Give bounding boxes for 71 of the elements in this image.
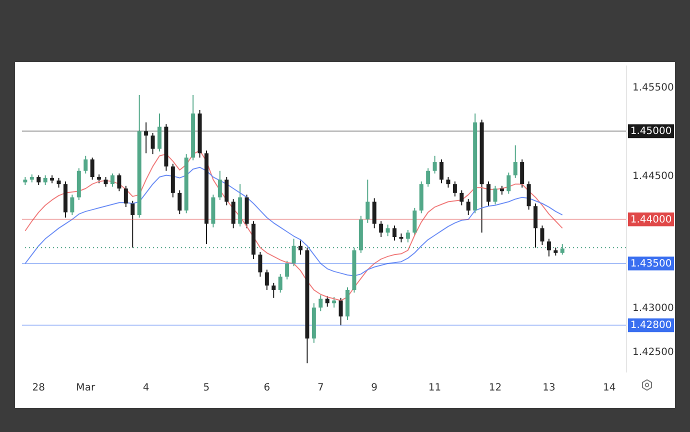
candlestick xyxy=(412,207,417,236)
candlestick xyxy=(372,198,376,229)
candlestick xyxy=(157,113,162,152)
candlestick xyxy=(150,132,155,155)
candlestick xyxy=(124,185,128,208)
candlestick xyxy=(513,144,518,178)
candlestick xyxy=(520,158,524,188)
x-tick-label: 14 xyxy=(603,382,616,394)
y-tick-label: 1.44500 xyxy=(632,170,674,182)
candlestick xyxy=(332,296,336,308)
candlestick xyxy=(36,174,41,186)
x-tick-label: 28 xyxy=(32,382,45,394)
candlestick xyxy=(506,172,511,194)
candlestick xyxy=(178,190,182,215)
candlestick xyxy=(224,176,229,206)
candlestick xyxy=(56,177,61,188)
candlestick xyxy=(452,180,457,197)
x-tick-label: 13 xyxy=(542,382,556,394)
candlestick xyxy=(258,252,262,278)
x-tick-label: 12 xyxy=(488,382,502,394)
candlestick xyxy=(338,297,343,326)
candlestick xyxy=(366,179,370,224)
x-tick-label: 5 xyxy=(203,382,210,394)
x-tick-label: 11 xyxy=(428,382,442,394)
candlestick xyxy=(278,274,282,294)
x-tick-label: 9 xyxy=(371,382,378,394)
y-tick-label: 1.42500 xyxy=(632,347,674,358)
x-tick-label: 6 xyxy=(264,382,270,394)
candlestick xyxy=(432,155,437,174)
ref-line-label: 1.42800 xyxy=(630,320,672,332)
x-tick-label: 7 xyxy=(317,382,324,394)
candlestick xyxy=(546,238,551,257)
candlestick xyxy=(493,185,498,205)
candlestick xyxy=(84,155,88,174)
candlestick xyxy=(264,269,269,290)
candlestick xyxy=(70,194,74,216)
x-tick-label: 4 xyxy=(142,382,150,394)
candlestick xyxy=(43,174,48,186)
candlestick xyxy=(298,240,302,256)
candlestick xyxy=(272,282,276,298)
candlestick xyxy=(325,296,330,308)
y-tick-label: 1.45500 xyxy=(632,82,674,94)
candlestick xyxy=(144,122,148,154)
candlestick xyxy=(486,180,491,207)
line-series xyxy=(24,166,563,276)
candlestick xyxy=(526,180,531,210)
candlestick xyxy=(440,158,444,184)
candlestick xyxy=(90,157,94,180)
y-tick-label: 1.43000 xyxy=(632,303,674,314)
ref-line-label: 1.45000 xyxy=(630,126,672,138)
candlestick xyxy=(110,173,114,188)
candlestick xyxy=(379,220,384,238)
candlestick xyxy=(218,170,222,200)
candlestick xyxy=(466,198,470,216)
candlestick xyxy=(460,190,464,206)
ref-line-label: 1.43500 xyxy=(630,258,672,270)
candlestick xyxy=(426,168,430,188)
candlestick xyxy=(104,176,108,188)
x-tick-label: Mar xyxy=(76,382,96,394)
candlestick xyxy=(231,198,236,229)
candlestick xyxy=(534,203,538,248)
candlestick xyxy=(392,225,397,242)
candlestick xyxy=(130,200,135,248)
candlestick xyxy=(406,229,410,243)
ref-line-label: 1.44000 xyxy=(630,214,672,226)
candlestick xyxy=(540,225,544,246)
candlestick xyxy=(117,173,122,192)
candlestick xyxy=(446,176,450,188)
candlestick xyxy=(285,260,290,280)
candlestick xyxy=(386,224,390,237)
candlestick xyxy=(318,294,323,312)
